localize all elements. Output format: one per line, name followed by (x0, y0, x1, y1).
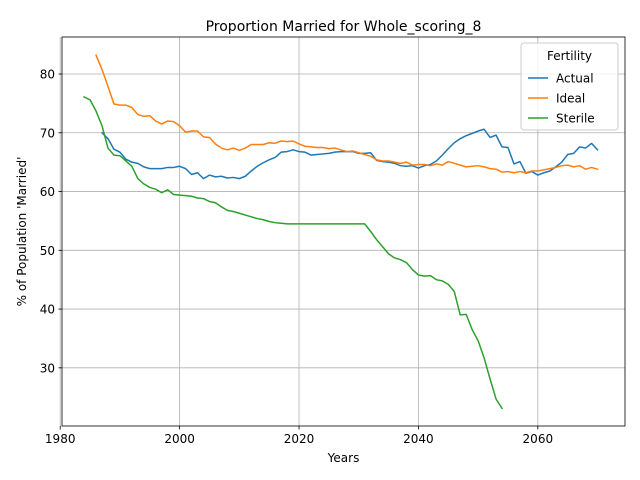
legend-entry-sterile: Sterile (528, 112, 595, 126)
x-tick-label: 2040 (403, 432, 434, 446)
legend-entries: Actual Ideal Sterile (528, 72, 595, 126)
series-line-ideal (95, 54, 599, 174)
legend-title: Fertility (547, 49, 592, 63)
y-tick-label: 80 (40, 68, 55, 82)
series-layer (83, 54, 599, 410)
legend-box (520, 42, 619, 131)
y-gridlines (62, 73, 625, 369)
y-tick-label: 40 (40, 303, 55, 317)
y-axis-ticks: 30 40 50 60 70 80 (40, 68, 62, 375)
series-line-sterile (83, 95, 504, 410)
y-tick-label: 50 (40, 244, 55, 258)
x-tick-label: 2060 (523, 432, 554, 446)
y-axis-label: % of Population 'Married' (15, 157, 29, 307)
plot-frame (61, 36, 626, 427)
legend-entry-actual: Actual (528, 72, 594, 86)
legend-label-sterile: Sterile (556, 112, 595, 126)
x-tick-label: 1980 (45, 432, 76, 446)
legend: Fertility Actual Ideal Sterile (520, 42, 619, 131)
chart-title: Proportion Married for Whole_scoring_8 (206, 19, 482, 35)
x-tick-label: 2020 (284, 432, 315, 446)
x-axis-label: Years (327, 451, 360, 465)
y-tick-label: 60 (40, 185, 55, 199)
legend-entry-ideal: Ideal (528, 92, 585, 106)
legend-label-actual: Actual (556, 72, 594, 86)
y-tick-label: 70 (40, 126, 55, 140)
x-axis-ticks: 1980 2000 2020 2040 2060 (45, 426, 553, 446)
y-tick-label: 30 (40, 361, 55, 375)
x-tick-label: 2000 (164, 432, 195, 446)
legend-label-ideal: Ideal (556, 92, 585, 106)
